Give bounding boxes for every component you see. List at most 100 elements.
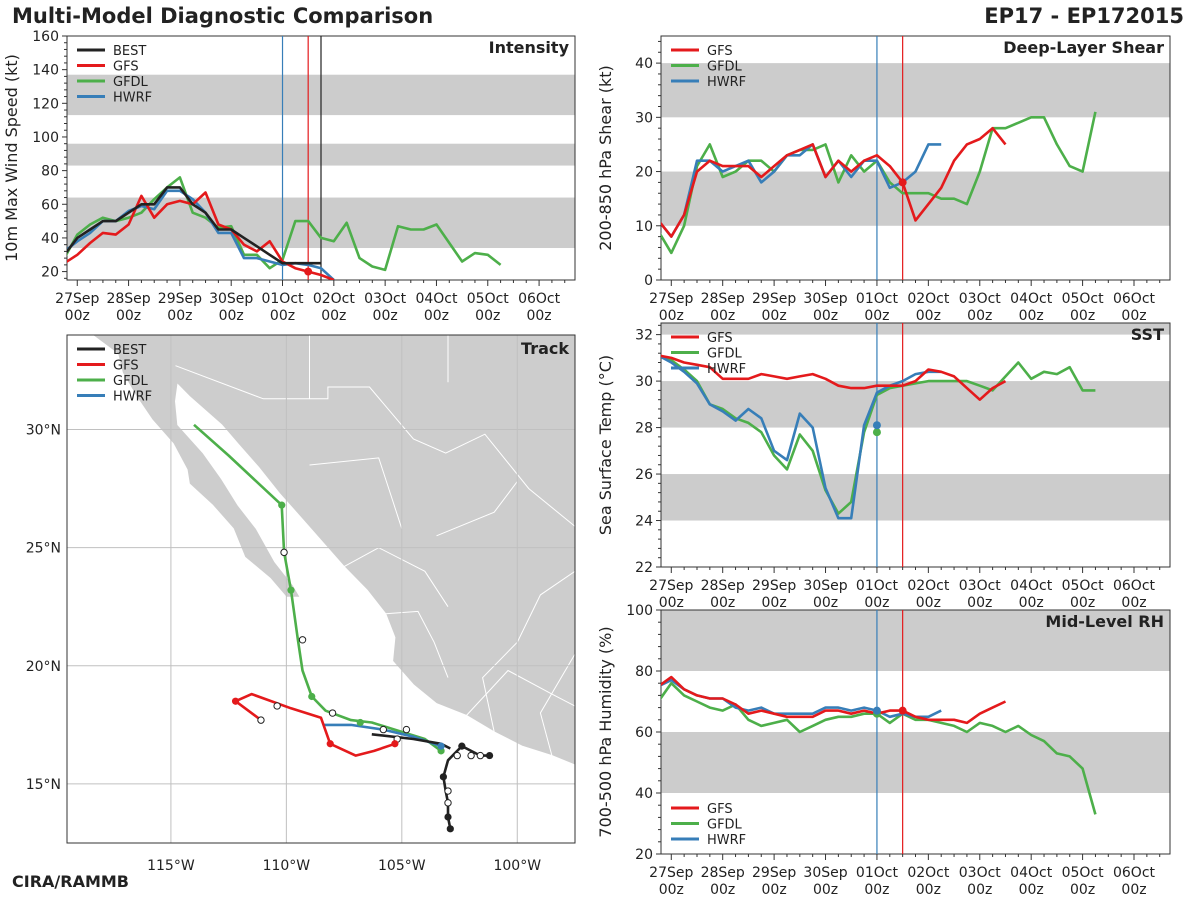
sst-band (661, 323, 1170, 335)
intensity-xtick-day-label: 30Sep (209, 291, 253, 307)
intensity-xtick-hour-label: 00z (526, 308, 551, 324)
track-legend-label: GFS (113, 359, 139, 374)
sst-ytick-label: 22 (635, 560, 653, 576)
intensity-legend-label: GFDL (113, 75, 149, 90)
shear-xtick-hour-label: 00z (762, 308, 787, 324)
track-point-filled-gfdl (308, 692, 316, 701)
intensity-ytick-label: 120 (32, 96, 59, 112)
intensity-xtick-day-label: 01Oct (261, 291, 304, 307)
track-point-open-best (476, 751, 485, 760)
intensity-series-group (67, 176, 502, 280)
rh-xtick-hour-label: 00z (710, 882, 735, 898)
intensity-xtick-hour-label: 00z (65, 308, 90, 324)
track-point-filled-gfs (391, 740, 399, 748)
track-panel: 115°W 110°W 105°W 100°W 15°N 20°N 25°N 30°N Trac… (26, 334, 576, 874)
track-point-open-hwrf (379, 725, 388, 734)
sst-title: SST (1131, 325, 1164, 344)
sst-band (661, 381, 1170, 428)
sst-xtick-day-label: 29Sep (752, 578, 796, 594)
state-border (466, 669, 575, 716)
intensity-xtick-hour-label: 00z (321, 308, 346, 324)
shear-xtick-hour-label: 00z (916, 308, 941, 324)
rh-xtick-day-label: 03Oct (959, 865, 1002, 881)
track-point-filled-best (439, 773, 447, 781)
sst-xtick-hour-label: 00z (762, 595, 787, 611)
track-point-filled-gfs (326, 740, 334, 748)
shear-ytick-label: 0 (644, 273, 653, 289)
intensity-legend-label: GFS (113, 60, 139, 75)
intensity-xtick-day-label: 29Sep (158, 291, 202, 307)
shear-legend-label: HWRF (707, 75, 746, 90)
intensity-xtick-hour-label: 00z (424, 308, 449, 324)
shear-xtick-day-label: 02Oct (907, 291, 950, 307)
rh-xtick-hour-label: 00z (967, 882, 992, 898)
shear-xtick-day-label: 27Sep (649, 291, 693, 307)
sst-legend-label: GFS (707, 331, 733, 346)
track-xtick-label: 110°W (263, 858, 311, 874)
rh-xtick-day-label: 05Oct (1062, 865, 1105, 881)
sst-xtick-day-label: 27Sep (649, 578, 693, 594)
rh-xtick-hour-label: 00z (1019, 882, 1044, 898)
intensity-ylabel: 10m Max Wind Speed (kt) (2, 54, 21, 262)
track-point-open-gfs (257, 716, 265, 724)
sst-series-gfs (661, 354, 1007, 402)
track-point-filled-gfdl (278, 501, 286, 509)
track-point-open-hwrf (402, 725, 411, 734)
intensity-marker-gfs (304, 267, 313, 276)
sst-ytick-label: 24 (635, 514, 653, 530)
sst-legend-label: GFDL (707, 347, 743, 362)
sst-xtick-day-label: 06Oct (1113, 578, 1156, 594)
track-point-filled-gfdl (356, 718, 364, 727)
intensity-xtick-hour-label: 00z (219, 308, 244, 324)
rh-xtick-day-label: 06Oct (1113, 865, 1156, 881)
sst-xtick-hour-label: 00z (967, 595, 992, 611)
shear-xtick-day-label: 29Sep (752, 291, 796, 307)
intensity-xtick-hour-label: 00z (167, 308, 192, 324)
intensity-xtick-hour-label: 00z (475, 308, 500, 324)
sst-ylabel: Sea Surface Temp (°C) (596, 355, 615, 535)
shear-marker-gfs (898, 178, 907, 187)
track-point-open-best (444, 787, 452, 795)
rh-legend-label: GFDL (707, 818, 743, 833)
shear-xtick-day-label: 28Sep (701, 291, 745, 307)
sst-legend-label: HWRF (707, 362, 746, 377)
rh-xtick-hour-label: 00z (1121, 882, 1146, 898)
track-point-open-gfs (273, 702, 281, 710)
rh-legend-label: HWRF (707, 833, 746, 848)
sst-series-group (661, 354, 1096, 520)
intensity-panel: 2040608010012014016027Sep00z28Sep00z29Se… (2, 29, 576, 324)
state-border (175, 365, 575, 527)
shear-legend-label: GFDL (707, 60, 743, 75)
intensity-series-best (67, 186, 321, 265)
rh-xtick-day-label: 29Sep (752, 865, 796, 881)
rh-legend-label: GFS (707, 802, 733, 817)
intensity-ytick-label: 160 (32, 29, 59, 45)
track-ytick-label: 20°N (26, 659, 61, 675)
shear-xtick-hour-label: 00z (813, 308, 838, 324)
state-border (539, 653, 575, 756)
track-point-open-gfdl (298, 636, 307, 644)
intensity-ytick-label: 100 (32, 130, 59, 146)
shear-xtick-hour-label: 00z (1121, 308, 1146, 324)
sst-xtick-day-label: 04Oct (1010, 578, 1053, 594)
rh-ytick-label: 40 (635, 786, 653, 802)
track-ytick-label: 25°N (26, 541, 61, 557)
track-point-open-best (444, 799, 452, 807)
track-point-open-best (453, 751, 461, 760)
track-point-filled-best (444, 813, 452, 821)
track-point-filled-best (458, 742, 466, 750)
sst-xtick-day-label: 30Sep (803, 578, 847, 594)
shear-xtick-hour-label: 00z (864, 308, 889, 324)
shear-series-hwrf (661, 143, 942, 238)
sst-xtick-hour-label: 00z (1019, 595, 1044, 611)
rh-ytick-label: 20 (635, 847, 653, 863)
rh-xtick-hour-label: 00z (864, 882, 889, 898)
track-point-open-best (467, 751, 475, 760)
rh-ytick-label: 60 (635, 725, 653, 741)
intensity-xtick-day-label: 05Oct (467, 291, 510, 307)
intensity-ytick-label: 80 (41, 164, 59, 180)
sst-xtick-day-label: 02Oct (907, 578, 950, 594)
intensity-xtick-day-label: 28Sep (106, 291, 150, 307)
shear-xtick-day-label: 04Oct (1010, 291, 1053, 307)
